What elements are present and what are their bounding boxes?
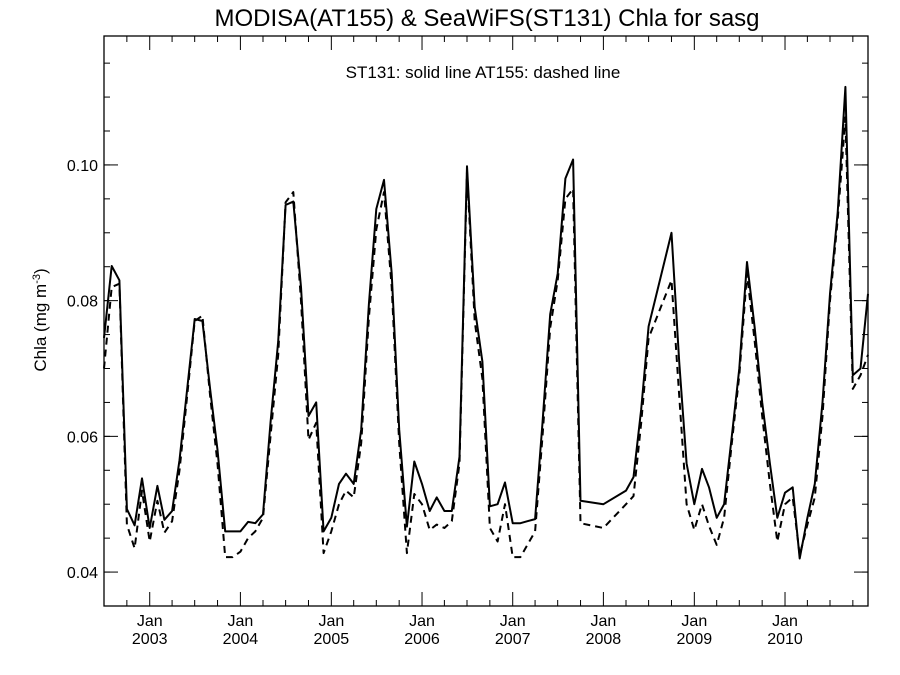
series-group [103, 85, 869, 560]
x-tick-label-month: Jan [137, 613, 163, 630]
x-tick-label-month: Jan [590, 613, 616, 630]
y-tick-label: 0.10 [67, 158, 98, 175]
x-tick-label-year: 2006 [404, 631, 440, 648]
y-axis-label: Chla (mg m-3) [31, 268, 50, 371]
y-axis-label-main: Chla (mg m [31, 284, 50, 372]
x-tick-label-year: 2007 [495, 631, 531, 648]
y-tick-label: 0.06 [67, 429, 98, 446]
y-tick-label: 0.04 [67, 565, 98, 582]
y-axis-label-suffix: ) [31, 268, 50, 274]
x-tick-label-month: Jan [681, 613, 707, 630]
x-tick-label-year: 2010 [767, 631, 803, 648]
x-tick-label-month: Jan [318, 613, 344, 630]
chart-title: MODISA(AT155) & SeaWiFS(ST131) Chla for … [214, 5, 759, 32]
x-tick-label-year: 2008 [586, 631, 622, 648]
y-axis-label-superscript: -3 [31, 274, 43, 284]
plot-frame [103, 35, 869, 607]
x-tick-label-month: Jan [409, 613, 435, 630]
x-tick-label-month: Jan [500, 613, 526, 630]
x-tick-label-month: Jan [772, 613, 798, 630]
series-line-at155 [103, 116, 869, 559]
x-tick-label-month: Jan [228, 613, 254, 630]
x-tick-label-year: 2005 [314, 631, 350, 648]
axes-group: 0.040.060.080.10Jan2003Jan2004Jan2005Jan… [67, 36, 868, 648]
x-tick-label-year: 2009 [677, 631, 713, 648]
x-tick-label-year: 2004 [223, 631, 259, 648]
y-tick-label: 0.08 [67, 294, 98, 311]
x-tick-label-year: 2003 [132, 631, 168, 648]
chart-annotation: ST131: solid line AT155: dashed line [346, 63, 621, 82]
